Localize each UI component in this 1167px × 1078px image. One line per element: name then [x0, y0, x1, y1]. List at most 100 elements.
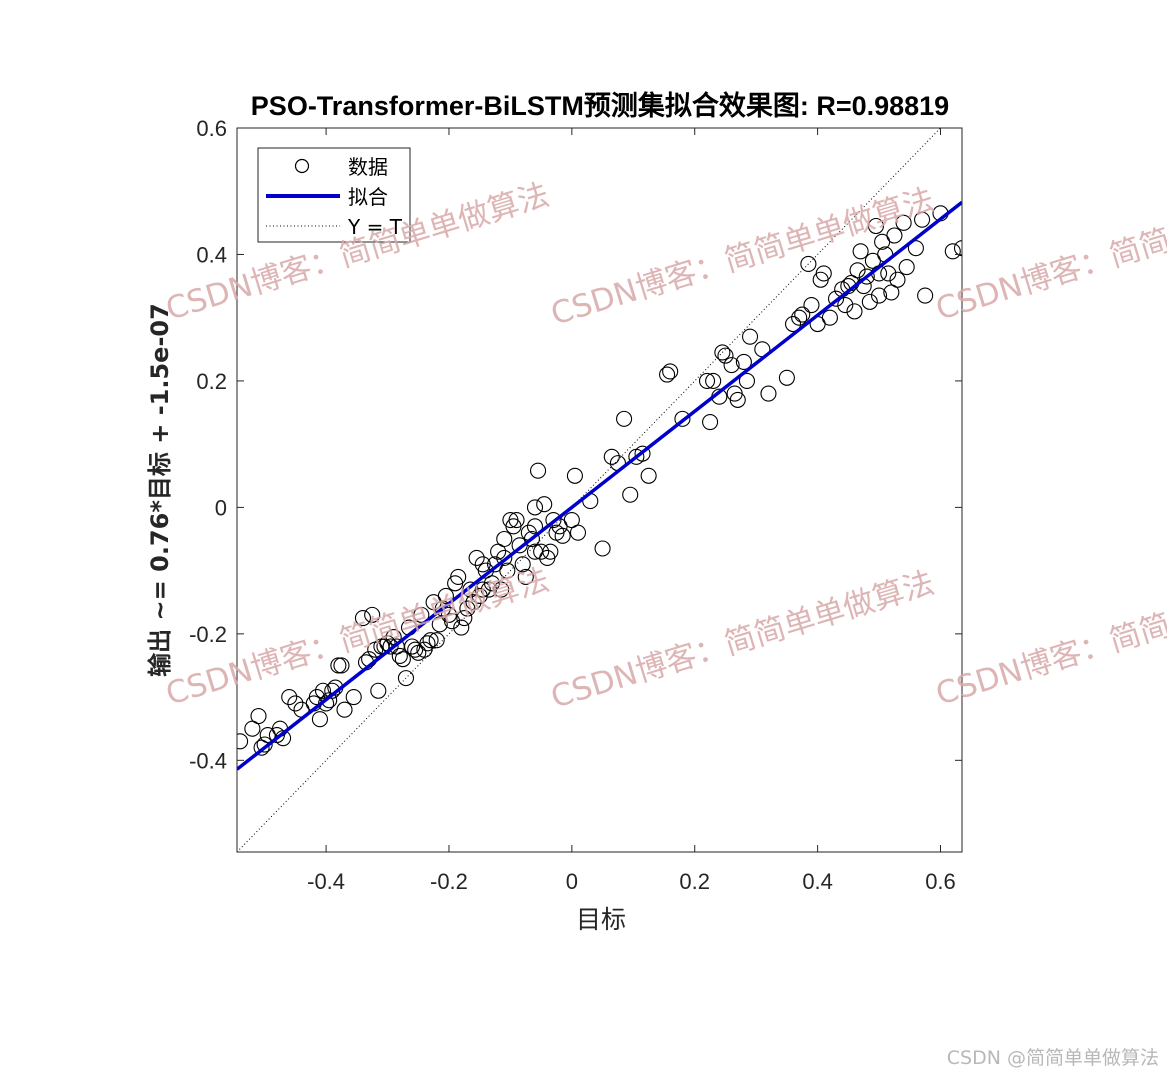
data-point: [880, 265, 897, 282]
data-point: [889, 271, 906, 288]
data-point: [594, 540, 611, 557]
watermark-text: CSDN博客：简简单单做算法: [932, 177, 1167, 328]
data-point: [886, 227, 903, 244]
data-point: [735, 353, 752, 371]
data-point: [603, 448, 620, 465]
data-point: [483, 575, 501, 592]
data-point: [803, 296, 820, 314]
data-point: [738, 372, 756, 389]
data-point: [898, 259, 915, 276]
y-axis-label: 输出 ~= 0.76*目标 + -1.5e-07: [146, 303, 174, 677]
data-point: [760, 385, 777, 402]
data-point: [382, 638, 399, 655]
data-point: [827, 290, 845, 307]
data-point: [554, 527, 571, 544]
data-point: [536, 496, 553, 513]
data-point: [867, 217, 885, 235]
data-point: [364, 606, 381, 623]
data-point: [907, 240, 924, 257]
data-point: [852, 243, 869, 260]
data-point: [705, 372, 722, 389]
data-point: [616, 410, 633, 427]
data-point: [311, 711, 328, 728]
legend: 数据 拟合 Y = T: [257, 147, 411, 243]
x-tick-label: 0.2: [679, 869, 710, 894]
data-point: [723, 357, 740, 374]
data-point: [474, 581, 491, 598]
data-point: [622, 486, 639, 503]
data-point: [333, 657, 350, 674]
legend-label-identity: Y = T: [347, 215, 403, 239]
data-point: [698, 372, 716, 389]
data-point: [287, 695, 304, 712]
data-point: [397, 670, 415, 687]
data-point: [453, 619, 470, 636]
data-point: [714, 344, 731, 361]
y-tick-label: 0: [215, 495, 227, 520]
data-point: [662, 363, 679, 380]
data-point: [336, 701, 353, 718]
data-point: [871, 287, 888, 304]
x-tick-label: 0.4: [802, 869, 833, 894]
data-point: [314, 682, 332, 699]
data-point: [729, 391, 746, 408]
data-point: [256, 736, 273, 753]
data-point: [533, 543, 550, 560]
data-point: [450, 568, 467, 585]
data-point: [459, 600, 476, 617]
data-point: [526, 499, 544, 516]
data-point: [858, 268, 875, 285]
data-point: [404, 638, 421, 655]
data-point: [422, 632, 439, 649]
data-point: [846, 303, 863, 320]
y-tick-label: 0.2: [196, 369, 227, 394]
data-point: [517, 568, 534, 585]
y-tick-label: -0.4: [189, 748, 227, 773]
data-point: [434, 600, 451, 617]
data-point: [778, 369, 795, 386]
footer-credit: CSDN @简简单单做算法: [946, 1047, 1159, 1069]
identity-line-layer: [237, 128, 941, 852]
data-point: [566, 467, 583, 484]
data-point: [640, 467, 657, 484]
data-point: [514, 556, 531, 573]
data-point: [462, 581, 479, 598]
data-point: [370, 682, 387, 699]
data-point: [717, 347, 734, 364]
data-point: [784, 315, 802, 333]
data-point: [914, 211, 931, 228]
data-point: [508, 511, 525, 529]
data-point: [800, 255, 817, 272]
data-point: [465, 594, 482, 611]
y-tick-label: -0.2: [189, 622, 227, 647]
data-point: [354, 609, 372, 627]
chart-title: PSO-Transformer-BiLSTM预测集拟合效果图: R=0.9881…: [251, 90, 949, 121]
data-point: [953, 240, 962, 257]
data-point: [308, 689, 325, 706]
y-axis-ticks: -0.4 -0.2 0 0.2 0.4 0.6: [189, 116, 962, 773]
legend-label-data: 数据: [348, 155, 388, 179]
data-point: [791, 309, 808, 326]
data-point: [895, 214, 912, 231]
plot-frame: [236, 127, 963, 853]
data-point: [545, 511, 562, 529]
legend-marker-data: [294, 158, 310, 174]
data-point: [659, 366, 676, 383]
data-point: [849, 262, 866, 279]
data-point: [468, 549, 485, 567]
data-point: [456, 609, 473, 627]
data-point: [437, 587, 454, 604]
data-point: [474, 556, 491, 573]
fit-line: [237, 200, 962, 771]
data-point: [861, 293, 878, 310]
data-point: [443, 613, 461, 630]
data-point: [330, 657, 347, 674]
x-tick-label: -0.2: [430, 869, 468, 894]
data-point: [385, 628, 402, 646]
data-point: [394, 651, 411, 668]
data-point: [821, 309, 838, 326]
data-point: [569, 524, 587, 541]
x-tick-label: 0: [566, 869, 578, 894]
x-tick-label: 0.6: [925, 869, 956, 894]
